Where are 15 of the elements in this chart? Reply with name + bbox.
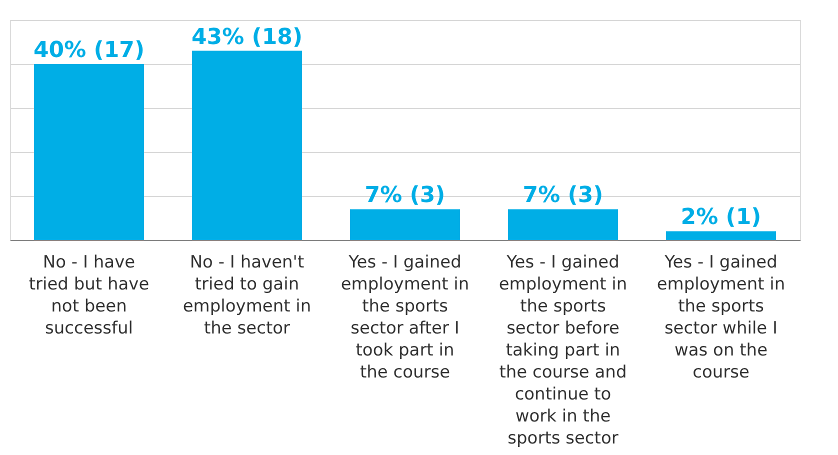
data-label: 2% (1) [680,205,762,230]
bar [192,50,302,240]
data-label: 7% (3) [522,183,604,208]
data-label: 7% (3) [364,183,446,208]
x-tick-label: Yes - I gained employment in the sports sector while I was on the course [656,252,786,382]
bar [34,64,144,240]
bar [350,209,460,240]
x-tick-label: Yes - I gained employment in the sports sector after I took part in the course [340,252,470,382]
data-label: 43% (18) [191,24,303,50]
bar [508,209,618,240]
data-label: 40% (17) [33,38,145,63]
bar [666,231,776,240]
x-tick-label: No - I haven't tried to gain employment in the sector [182,252,312,338]
x-tick-label: No - I have tried but have not been successful [28,252,150,338]
category-label: Yes - I gained employment in the sports sector before taking part in the course and continue to work in the sports sector [498,252,628,448]
